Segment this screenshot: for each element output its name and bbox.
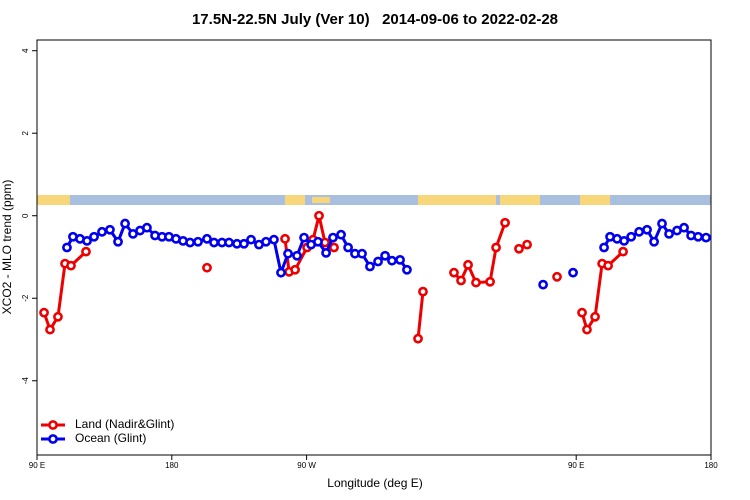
point [292,250,302,261]
point [82,235,92,246]
point [280,233,290,244]
point [618,246,628,257]
point [395,254,405,265]
point [485,276,495,287]
x-axis-label: Longitude (deg E) [327,476,422,490]
map-strip [37,195,711,205]
x-tick-label: 90 W [297,461,316,470]
point [590,311,600,322]
point [202,233,212,244]
point [39,307,49,318]
point [373,256,383,267]
x-tick-label: 90 E [29,461,45,470]
point [463,259,473,270]
point [471,277,481,288]
point [387,255,397,266]
point [246,234,256,245]
point [290,264,300,275]
point [577,307,587,318]
point [142,222,152,233]
point [45,324,55,335]
point [634,226,645,237]
point [313,236,323,247]
x-tick-label: 180 [704,461,718,470]
point [603,260,614,271]
point [701,232,711,243]
y-tick-label: -2 [21,294,30,302]
x-tick-label: 180 [165,461,179,470]
point [514,243,524,254]
x-tick-label: 90 E [568,461,584,470]
point [418,286,428,297]
point [269,234,279,245]
point [329,242,339,253]
point [105,224,115,235]
point [120,218,130,229]
y-axis-label: XCO2 - MLO trend (ppm) [0,180,14,315]
point [185,237,195,248]
point [568,267,578,278]
legend-marker [48,420,58,430]
point [522,239,532,250]
point [642,224,652,235]
point [276,267,286,278]
y-tick-label: 2 [21,130,30,135]
chart-title: 17.5N-22.5N July (Ver 10) 2014-09-06 to … [192,11,558,28]
point [224,237,234,248]
point [336,229,346,240]
point [239,238,249,249]
y-tick-label: 4 [21,48,30,53]
point [365,261,375,272]
legend-label: Ocean (Glint) [75,431,146,445]
point [693,231,704,242]
point [321,247,331,258]
point [113,236,123,247]
point [380,250,390,261]
point [53,311,63,322]
point [500,217,510,228]
point [679,222,689,233]
point [402,264,412,275]
point [62,242,72,253]
point [81,246,91,257]
point [456,275,466,286]
point [209,237,219,248]
y-tick-label: -4 [21,377,30,385]
point [657,218,667,229]
point [202,262,212,273]
y-tick-label: 0 [21,213,30,218]
point [328,232,338,243]
plot-frame [36,39,712,456]
point [491,242,501,253]
point [664,228,674,239]
point [626,231,637,242]
point [599,242,609,253]
point [261,236,271,247]
legend-marker [48,434,58,444]
point [343,242,353,253]
point [649,236,659,247]
point [89,231,99,242]
point [357,248,367,259]
point [66,260,76,271]
point [314,210,324,221]
point [299,232,309,243]
point [582,324,592,335]
point [538,279,548,290]
point [193,236,203,247]
point [552,271,562,282]
point [619,235,630,246]
legend-label: Land (Nadir&Glint) [75,417,174,431]
point [413,333,423,344]
point [283,248,293,259]
point [97,226,107,237]
point [449,267,459,278]
